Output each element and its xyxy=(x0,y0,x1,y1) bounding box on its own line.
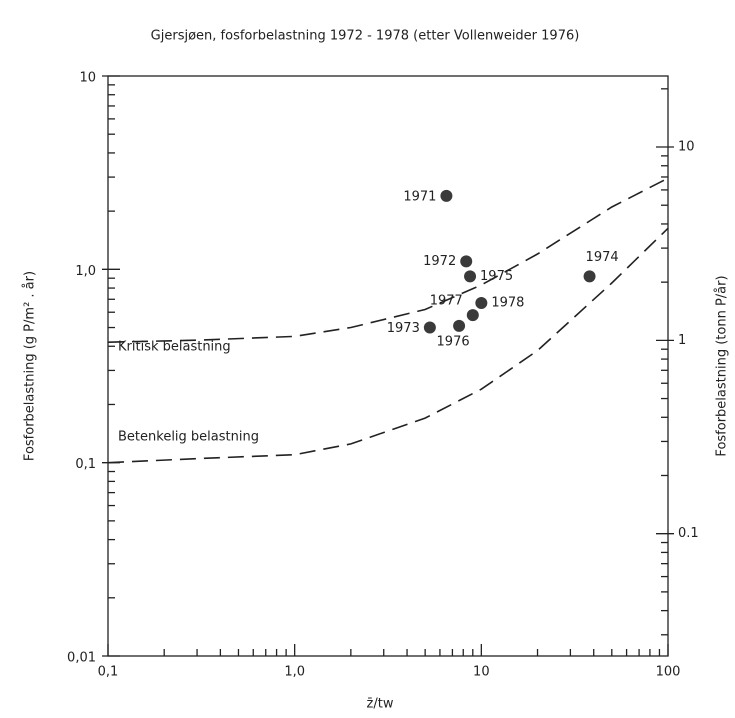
x-axis-label: z̄/tw xyxy=(367,697,394,712)
x-tick-label: 100 xyxy=(656,665,681,680)
point-label: 1973 xyxy=(387,321,420,336)
point-label: 1972 xyxy=(423,254,456,269)
y-tick-label: 0,01 xyxy=(67,651,96,666)
point-label: 1976 xyxy=(437,334,470,349)
y2-tick-label: 10 xyxy=(678,140,695,155)
y-tick-label: 1,0 xyxy=(75,264,96,279)
y-tick-label: 0,1 xyxy=(75,457,96,472)
data-point xyxy=(475,296,488,309)
curve-label: Betenkelig belastning xyxy=(118,430,259,445)
y-tick-label: 10 xyxy=(79,71,96,86)
curve xyxy=(107,177,669,343)
y-axis-label: Fosforbelastning (g P/m² . år) xyxy=(23,271,38,461)
point-label: 1974 xyxy=(586,250,619,265)
data-point xyxy=(464,270,477,283)
x-tick-label: 1,0 xyxy=(284,665,305,680)
data-point xyxy=(423,321,436,334)
point-label: 1977 xyxy=(430,294,463,309)
plot-frame xyxy=(107,75,669,657)
chart-title: Gjersjøen, fosforbelastning 1972 - 1978 … xyxy=(151,29,580,44)
data-point xyxy=(460,255,473,268)
point-label: 1978 xyxy=(491,295,524,310)
data-point xyxy=(453,319,466,332)
x-tick-label: 0,1 xyxy=(98,665,119,680)
y2-tick-label: 0.1 xyxy=(678,526,699,541)
curve-label: Kritisk belastning xyxy=(118,340,231,355)
point-label: 1971 xyxy=(403,189,436,204)
y2-tick-label: 1 xyxy=(678,333,686,348)
y2-axis-label: Fosforbelastning (tonn P/år) xyxy=(715,275,730,456)
point-label: 1975 xyxy=(480,269,513,284)
data-point xyxy=(440,189,453,202)
x-tick-label: 10 xyxy=(473,665,490,680)
data-point xyxy=(583,270,596,283)
data-point xyxy=(466,309,479,322)
curve xyxy=(107,227,669,464)
